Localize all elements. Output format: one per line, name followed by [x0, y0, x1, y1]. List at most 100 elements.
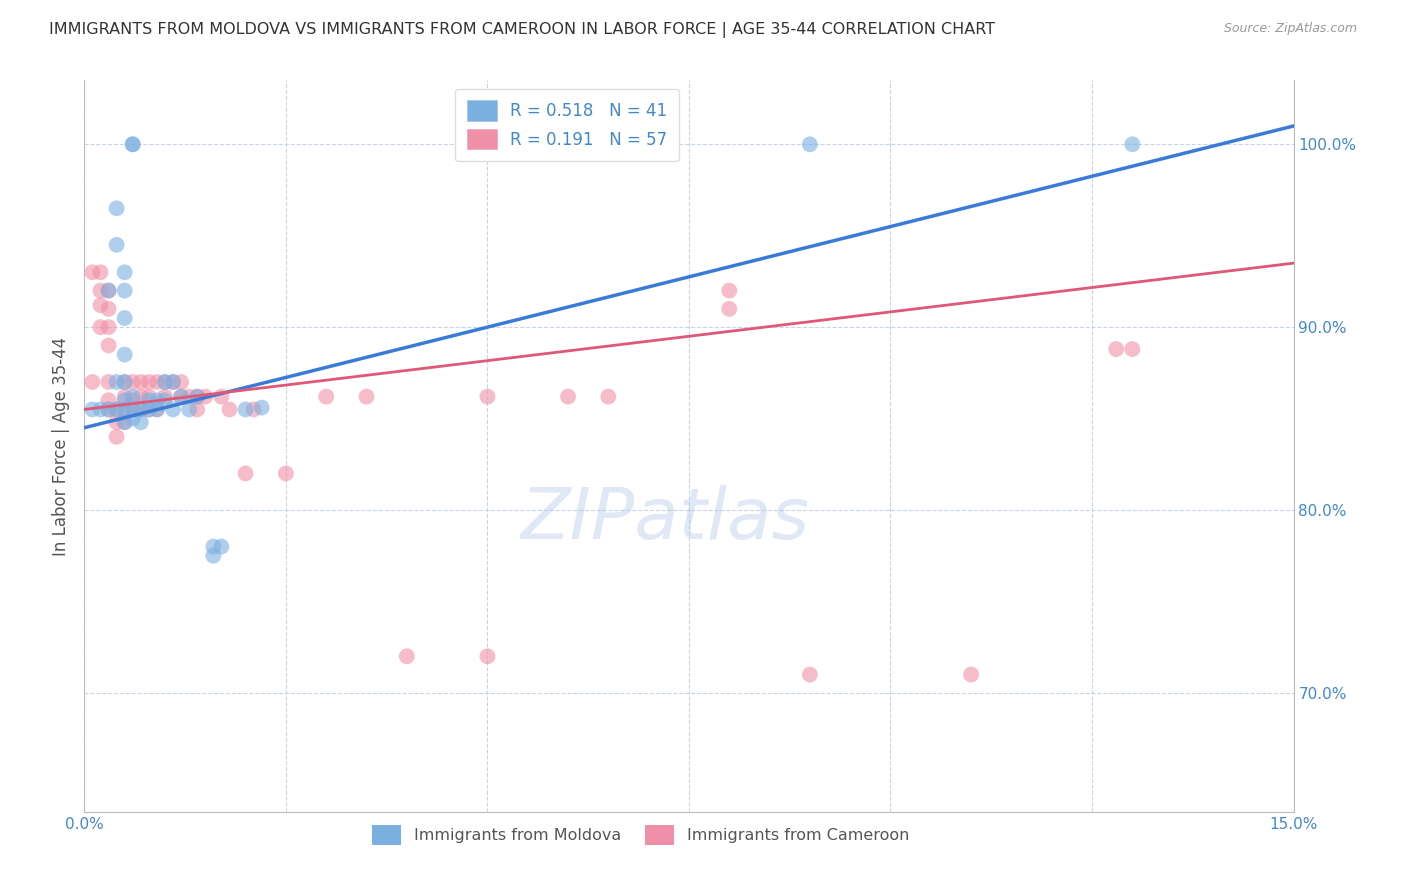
Point: [162, 375, 184, 389]
Point: [89, 402, 111, 417]
Point: [97, 284, 120, 298]
Point: [138, 390, 160, 404]
Point: [146, 375, 169, 389]
Point: [250, 401, 273, 415]
Point: [129, 402, 152, 417]
Point: [129, 415, 152, 429]
Point: [97, 375, 120, 389]
Point: [186, 402, 208, 417]
Point: [153, 390, 176, 404]
Point: [170, 390, 193, 404]
Point: [121, 402, 143, 417]
Point: [138, 402, 160, 417]
Point: [799, 667, 821, 681]
Point: [82, 265, 104, 279]
Point: [202, 549, 225, 563]
Point: [129, 390, 152, 404]
Point: [97, 284, 120, 298]
Point: [274, 467, 297, 481]
Point: [138, 393, 160, 408]
Point: [121, 390, 143, 404]
Point: [170, 375, 193, 389]
Point: [138, 402, 160, 417]
Point: [114, 347, 136, 362]
Point: [202, 540, 225, 554]
Point: [114, 375, 136, 389]
Text: ZIPatlas: ZIPatlas: [520, 484, 810, 554]
Point: [557, 390, 579, 404]
Point: [114, 393, 136, 408]
Point: [179, 390, 201, 404]
Point: [356, 390, 378, 404]
Point: [170, 390, 193, 404]
Point: [97, 402, 120, 417]
Point: [114, 375, 136, 389]
Point: [105, 402, 128, 417]
Point: [82, 402, 104, 417]
Point: [162, 402, 184, 417]
Point: [129, 402, 152, 417]
Point: [114, 265, 136, 279]
Point: [395, 649, 418, 664]
Point: [477, 390, 499, 404]
Point: [105, 238, 128, 252]
Point: [598, 390, 620, 404]
Y-axis label: In Labor Force | Age 35-44: In Labor Force | Age 35-44: [52, 336, 70, 556]
Point: [97, 338, 120, 352]
Point: [121, 402, 143, 417]
Point: [97, 301, 120, 316]
Point: [114, 402, 136, 417]
Point: [477, 649, 499, 664]
Point: [146, 402, 169, 417]
Point: [960, 667, 983, 681]
Point: [209, 540, 232, 554]
Point: [105, 415, 128, 429]
Point: [97, 320, 120, 334]
Point: [89, 284, 111, 298]
Point: [209, 390, 232, 404]
Point: [105, 201, 128, 215]
Point: [82, 375, 104, 389]
Point: [89, 298, 111, 312]
Point: [153, 393, 176, 408]
Point: [114, 415, 136, 429]
Point: [315, 390, 337, 404]
Point: [114, 390, 136, 404]
Point: [218, 402, 240, 417]
Point: [129, 375, 152, 389]
Point: [146, 393, 169, 408]
Point: [97, 402, 120, 417]
Point: [121, 375, 143, 389]
Point: [718, 284, 741, 298]
Text: Source: ZipAtlas.com: Source: ZipAtlas.com: [1223, 22, 1357, 36]
Legend: Immigrants from Moldova, Immigrants from Cameroon: Immigrants from Moldova, Immigrants from…: [366, 819, 915, 851]
Point: [235, 467, 257, 481]
Point: [179, 402, 201, 417]
Point: [121, 137, 143, 152]
Point: [153, 375, 176, 389]
Point: [1121, 137, 1143, 152]
Point: [242, 402, 264, 417]
Text: IMMIGRANTS FROM MOLDOVA VS IMMIGRANTS FROM CAMEROON IN LABOR FORCE | AGE 35-44 C: IMMIGRANTS FROM MOLDOVA VS IMMIGRANTS FR…: [49, 22, 995, 38]
Point: [114, 284, 136, 298]
Point: [153, 375, 176, 389]
Point: [114, 402, 136, 417]
Point: [138, 375, 160, 389]
Point: [105, 430, 128, 444]
Point: [121, 393, 143, 408]
Point: [194, 390, 217, 404]
Point: [186, 390, 208, 404]
Point: [105, 375, 128, 389]
Point: [146, 402, 169, 417]
Point: [121, 137, 143, 152]
Point: [121, 411, 143, 425]
Point: [162, 375, 184, 389]
Point: [1105, 342, 1128, 356]
Point: [89, 265, 111, 279]
Point: [235, 402, 257, 417]
Point: [799, 137, 821, 152]
Point: [89, 320, 111, 334]
Point: [186, 390, 208, 404]
Point: [97, 393, 120, 408]
Point: [1121, 342, 1143, 356]
